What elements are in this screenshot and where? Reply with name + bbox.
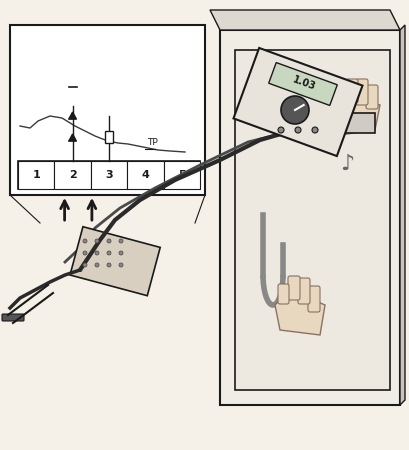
Bar	[90, 161, 127, 189]
Text: 2: 2	[69, 170, 76, 180]
Text: 3: 3	[105, 170, 112, 180]
FancyBboxPatch shape	[355, 79, 367, 105]
Text: 1: 1	[32, 170, 40, 180]
Text: 4: 4	[141, 170, 149, 180]
Polygon shape	[334, 95, 379, 135]
Text: 5: 5	[178, 170, 185, 180]
FancyBboxPatch shape	[287, 276, 299, 300]
FancyBboxPatch shape	[336, 87, 347, 107]
Circle shape	[95, 251, 99, 255]
Circle shape	[119, 263, 123, 267]
Bar	[18, 161, 200, 189]
Circle shape	[119, 251, 123, 255]
Circle shape	[277, 127, 283, 133]
Circle shape	[83, 263, 87, 267]
Circle shape	[107, 251, 111, 255]
FancyBboxPatch shape	[307, 286, 319, 312]
Polygon shape	[69, 134, 76, 140]
FancyBboxPatch shape	[345, 79, 357, 103]
Polygon shape	[268, 63, 337, 105]
Bar	[18, 161, 54, 189]
Circle shape	[83, 239, 87, 243]
Bar	[70, 227, 160, 296]
FancyBboxPatch shape	[297, 278, 309, 304]
Circle shape	[280, 96, 308, 124]
Circle shape	[311, 127, 317, 133]
Polygon shape	[399, 25, 404, 405]
Polygon shape	[234, 50, 389, 390]
Text: ♪: ♪	[339, 154, 353, 174]
Circle shape	[294, 127, 300, 133]
Circle shape	[95, 263, 99, 267]
Text: TP: TP	[147, 138, 158, 147]
Bar	[163, 161, 200, 189]
Bar	[127, 161, 163, 189]
Circle shape	[107, 263, 111, 267]
Polygon shape	[233, 48, 362, 156]
Text: 1.03: 1.03	[290, 74, 316, 92]
Circle shape	[83, 251, 87, 255]
FancyBboxPatch shape	[365, 85, 377, 109]
FancyBboxPatch shape	[2, 314, 24, 321]
Circle shape	[95, 239, 99, 243]
FancyBboxPatch shape	[277, 284, 288, 304]
Bar	[344, 113, 374, 133]
Bar	[105, 131, 113, 143]
Circle shape	[119, 239, 123, 243]
Polygon shape	[69, 112, 76, 118]
Polygon shape	[220, 30, 399, 405]
Polygon shape	[274, 290, 324, 335]
Bar	[10, 25, 204, 195]
Polygon shape	[209, 10, 399, 30]
Bar	[54, 161, 90, 189]
Circle shape	[107, 239, 111, 243]
